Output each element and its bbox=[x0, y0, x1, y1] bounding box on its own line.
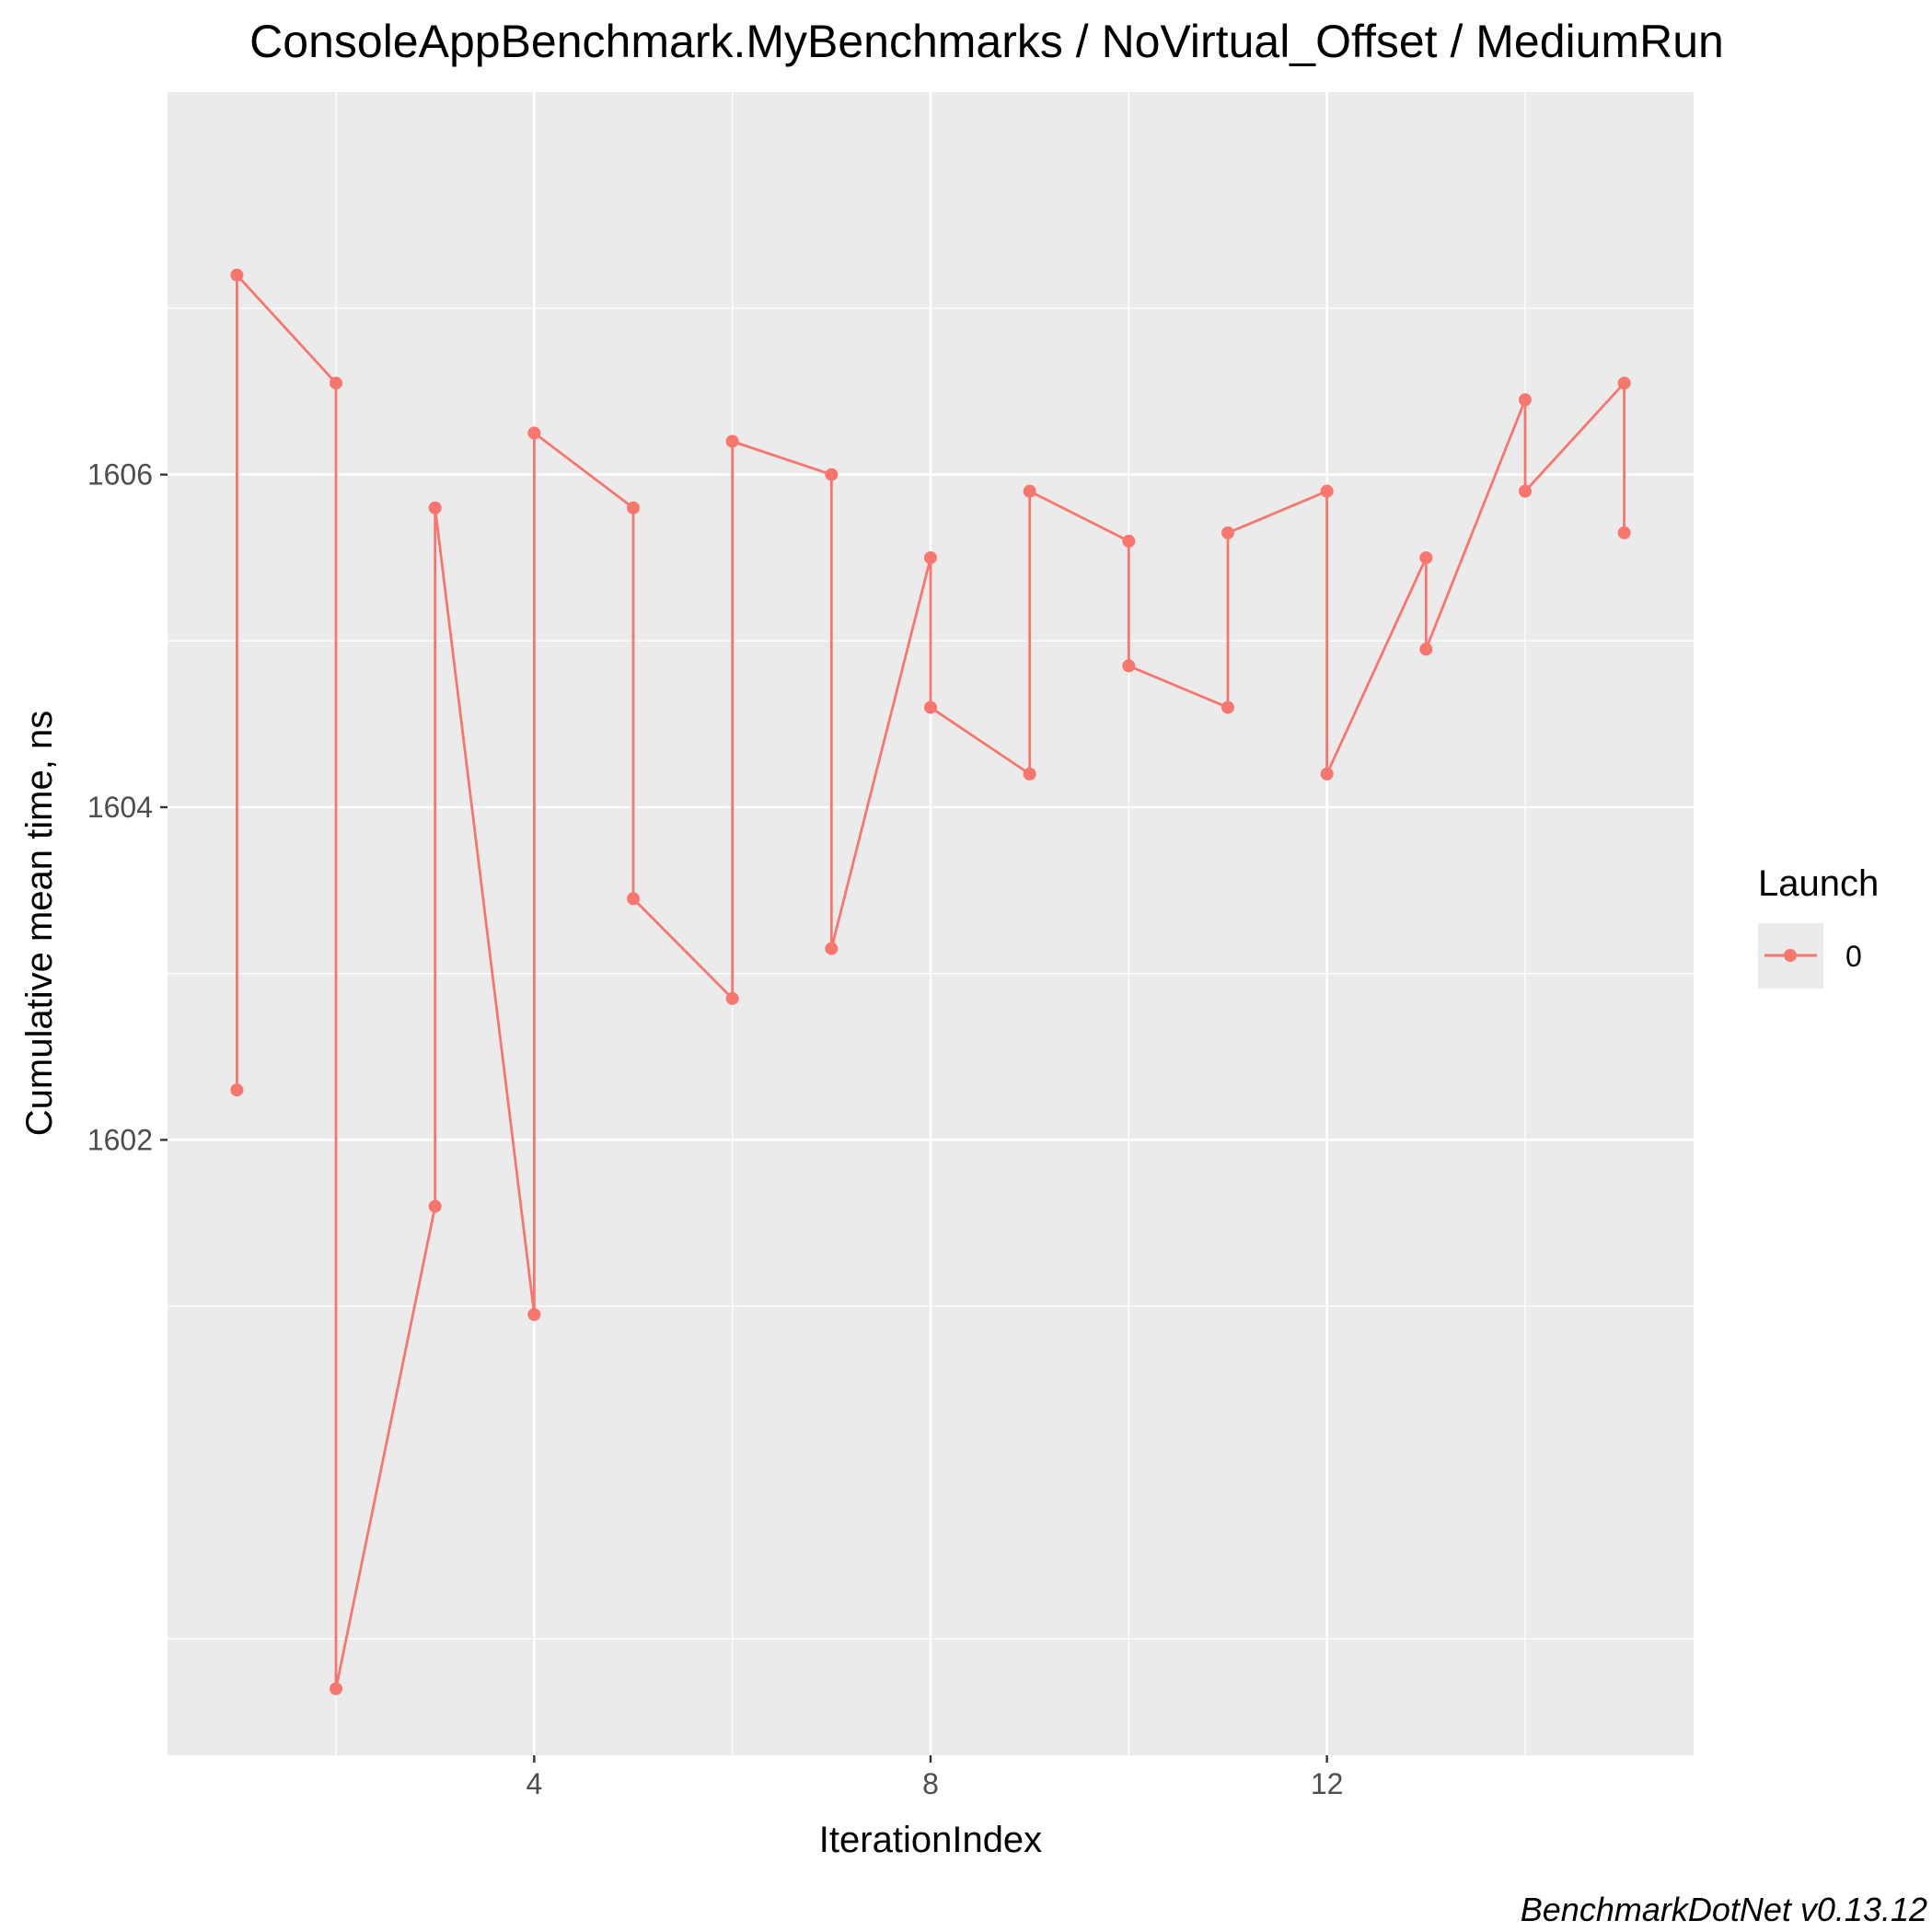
data-point bbox=[230, 1083, 244, 1097]
data-point bbox=[1419, 642, 1433, 656]
legend-label-0: 0 bbox=[1845, 940, 1862, 973]
data-point bbox=[1617, 376, 1631, 390]
chart-title: ConsoleAppBenchmark.MyBenchmarks / NoVir… bbox=[249, 16, 1724, 67]
data-point bbox=[527, 1308, 541, 1322]
y-axis-title: Cumulative mean time, ns bbox=[19, 711, 60, 1136]
data-point bbox=[1320, 767, 1334, 781]
data-point bbox=[1221, 700, 1234, 714]
data-point bbox=[825, 468, 839, 481]
data-point bbox=[330, 376, 343, 390]
data-point bbox=[1023, 767, 1036, 781]
data-point bbox=[1518, 484, 1532, 498]
data-point bbox=[1221, 526, 1234, 539]
data-point bbox=[725, 434, 739, 448]
y-tick-label: 1602 bbox=[87, 1123, 153, 1156]
y-axis-ticks: 1602 1604 1606 bbox=[87, 458, 168, 1156]
data-point bbox=[1122, 659, 1136, 673]
series-lines bbox=[235, 273, 1625, 1691]
data-point bbox=[1122, 534, 1136, 548]
data-point bbox=[1320, 484, 1334, 498]
data-point bbox=[627, 501, 641, 515]
y-tick-label: 1604 bbox=[87, 791, 153, 824]
legend-key-point bbox=[1784, 949, 1797, 962]
data-point bbox=[924, 550, 937, 564]
x-tick-label: 4 bbox=[526, 1767, 542, 1800]
data-point bbox=[1617, 526, 1631, 539]
x-axis-title: IterationIndex bbox=[819, 1820, 1042, 1860]
caption: BenchmarkDotNet v0.13.12 bbox=[1521, 1891, 1927, 1928]
data-point bbox=[330, 1682, 343, 1695]
legend-title: Launch bbox=[1758, 863, 1879, 904]
y-tick-label: 1606 bbox=[87, 458, 153, 492]
data-point bbox=[825, 942, 839, 955]
legend: Launch 0 bbox=[1758, 863, 1879, 989]
data-point bbox=[428, 1199, 442, 1213]
x-tick-label: 12 bbox=[1311, 1767, 1344, 1800]
data-point bbox=[924, 700, 937, 714]
data-point bbox=[1023, 484, 1036, 498]
series-points bbox=[230, 268, 1631, 1695]
data-point bbox=[230, 268, 244, 282]
data-point bbox=[627, 892, 641, 906]
data-point bbox=[527, 426, 541, 440]
data-point bbox=[428, 501, 442, 515]
series-line-0 bbox=[235, 273, 1625, 1691]
data-point bbox=[1419, 550, 1433, 564]
data-point bbox=[725, 991, 739, 1005]
x-tick-label: 8 bbox=[922, 1767, 939, 1800]
x-axis-ticks: 4 8 12 bbox=[526, 1755, 1343, 1800]
data-point bbox=[1518, 393, 1532, 407]
